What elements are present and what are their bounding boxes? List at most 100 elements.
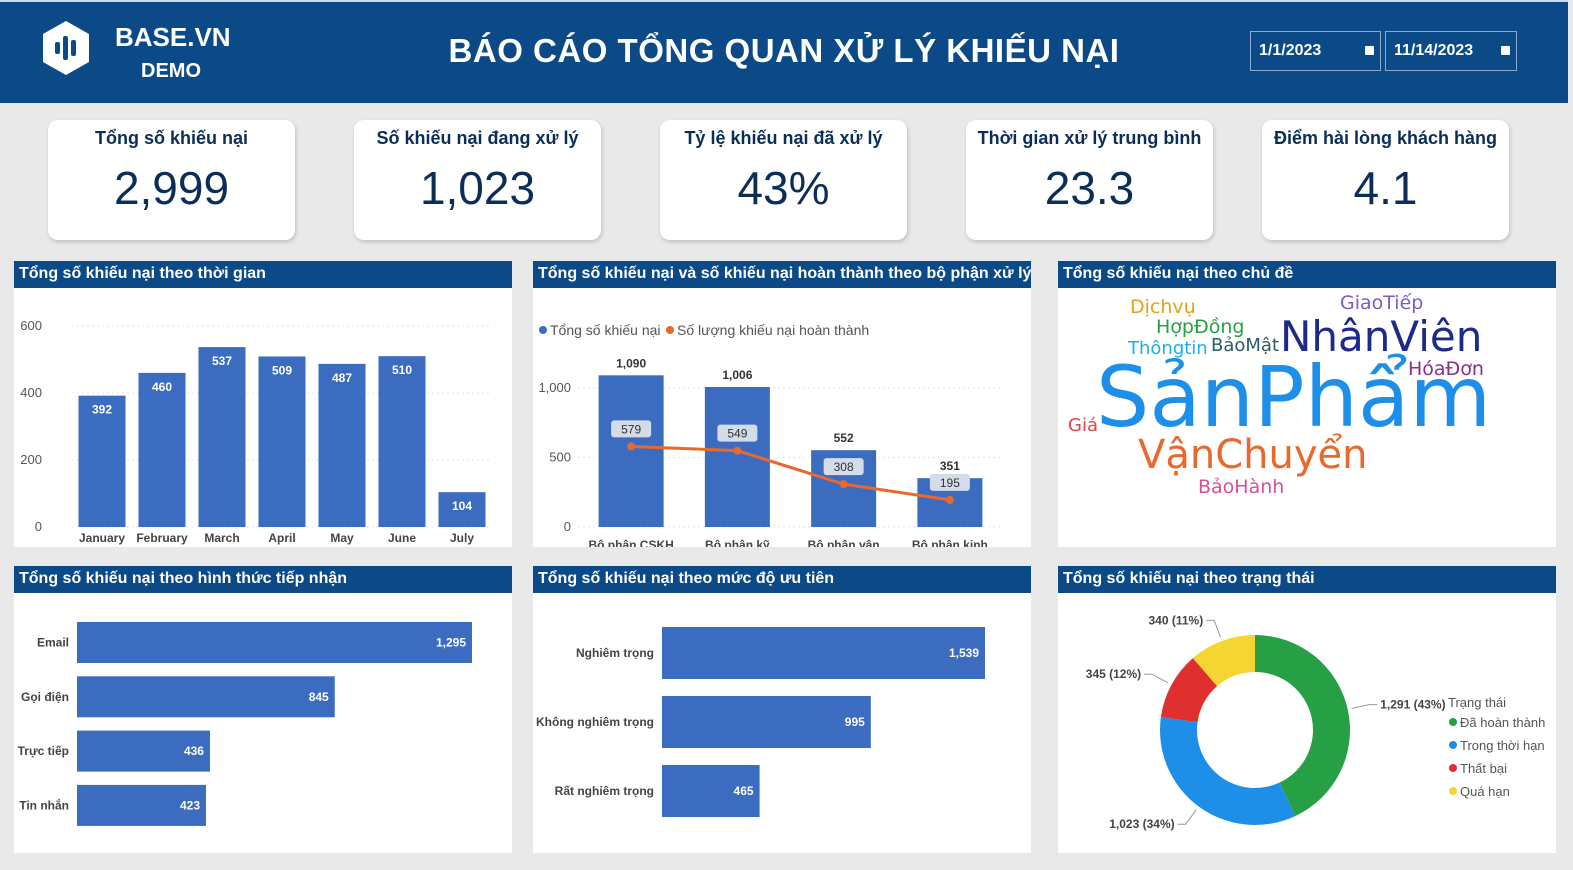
channel-hbar-chart: 1,295 Email 845 Gọi điện 436 Trực tiếp 423 Tin … (18, 622, 472, 826)
y-tick-label: 500 (549, 449, 571, 464)
series-line (631, 444, 951, 502)
kpi-value: 2,999 (113, 162, 230, 214)
legend-title: Trạng thái (1448, 695, 1506, 710)
y-tick-label: 0 (564, 519, 571, 534)
kpi-card-total: Tổng số khiếu nại 2,999 (48, 120, 295, 240)
bar (138, 372, 186, 527)
data-label: 487 (332, 371, 352, 385)
panel-complaints-by-department: Tổng số khiếu nại và số khiếu nại hoàn t… (533, 261, 1031, 568)
panel-title: Tổng số khiếu nại theo hình thức tiếp nh… (14, 566, 512, 593)
y-tick-label: Rất nghiêm trọng (555, 784, 654, 798)
panel-title: Tổng số khiếu nại theo chủ đề (1058, 261, 1556, 288)
kpi-label: Điểm hài lòng khách hàng (1273, 128, 1498, 148)
word-giaotiep: GiaoTiếp (1340, 292, 1424, 314)
x-tick-label: July (450, 531, 474, 545)
y-tick-label: Nghiêm trọng (576, 646, 654, 660)
bar (378, 356, 426, 527)
y-tick-label: 0 (35, 519, 42, 534)
priority-hbar-chart: 1,539 Nghiêm trọng 995 Không nghiêm trọng 46… (536, 627, 985, 817)
bar (318, 363, 366, 527)
data-label: 460 (152, 380, 172, 394)
x-tick-label: February (136, 531, 188, 545)
series-point (839, 480, 848, 489)
data-label: 1,539 (949, 646, 979, 660)
data-label: 995 (845, 715, 865, 729)
kpi-value: 23.3 (1044, 162, 1135, 214)
data-label: 423 (180, 798, 200, 812)
data-label: 510 (392, 363, 412, 377)
header-bar: BASE.VN DEMO BÁO CÁO TỔNG QUAN XỬ LÝ KHI… (0, 0, 1568, 103)
data-label: 1,006 (722, 368, 752, 382)
y-tick-label: 200 (20, 452, 42, 467)
data-label-box (717, 424, 758, 442)
y-tick-label: Tin nhắn (19, 797, 69, 812)
calendar-icon[interactable] (1501, 46, 1510, 55)
date-from-value: 1/1/2023 (1259, 42, 1322, 59)
legend-label: Trong thời hạn (1460, 738, 1545, 753)
legend-marker (1449, 718, 1457, 726)
x-tick-label: Bộ phận kỹ (705, 538, 770, 547)
x-tick-label: June (388, 531, 416, 545)
y-tick-label: 400 (20, 385, 42, 400)
x-tick-label: Bộ phận vận (808, 538, 880, 547)
date-to-picker[interactable]: 11/14/2023 (1385, 31, 1517, 71)
panel-complaints-by-status: Tổng số khiếu nại theo trạng thái 1,291 … (1058, 566, 1556, 853)
data-label: 351 (940, 459, 960, 473)
panel-title: Tổng số khiếu nại và số khiếu nại hoàn t… (533, 261, 1031, 288)
legend-marker (539, 326, 547, 334)
data-label: 345 (12%) (1086, 667, 1141, 681)
kpi-label: Số khiếu nại đang xử lý (376, 128, 579, 148)
kpi-label: Thời gian xử lý trung bình (977, 128, 1202, 148)
legend-marker (1449, 764, 1457, 772)
kpi-value: 4.1 (1353, 162, 1418, 214)
data-label: 552 (834, 431, 854, 445)
word-gia: Giá (1068, 415, 1098, 436)
donut-slice (1255, 635, 1350, 817)
y-tick-label: Gọi điện (21, 690, 69, 704)
kpi-card-satisfaction: Điểm hài lòng khách hàng 4.1 (1262, 120, 1509, 240)
legend-label: Đã hoàn thành (1460, 715, 1545, 730)
legend-marker (1449, 787, 1457, 795)
data-label: 195 (940, 476, 960, 490)
department-combo-chart: Tổng số khiếu nại Số lượng khiếu nại hoàn… (538, 322, 1003, 568)
legend-label: Số lượng khiếu nại hoàn thành (677, 322, 869, 338)
bar (258, 356, 306, 527)
donut-slice (1160, 658, 1218, 723)
bar (77, 730, 210, 772)
data-label: 465 (734, 784, 754, 798)
x-tick-label: Bộ phận CSKH (588, 538, 673, 547)
page-title: BÁO CÁO TỔNG QUAN XỬ LÝ KHIẾU NẠI (448, 32, 1120, 69)
kpi-card-avg-time: Thời gian xử lý trung bình 23.3 (966, 120, 1213, 240)
panel-complaints-by-topic: Tổng số khiếu nại theo chủ đề SảnPhẩm Nh… (1058, 261, 1556, 547)
donut-slice (1160, 717, 1296, 825)
word-nhanvien: NhânViên (1280, 312, 1483, 361)
series-point (627, 442, 636, 451)
y-tick-label: Trực tiếp (18, 744, 69, 758)
bar (78, 395, 126, 527)
leader-line (1351, 704, 1378, 710)
bar (77, 622, 472, 663)
y-tick-label: Không nghiêm trọng (536, 715, 654, 729)
word-baohanh: BảoHành (1198, 476, 1285, 498)
bar (198, 347, 246, 527)
word-vanchuyen: VậnChuyển (1138, 432, 1368, 478)
kpi-card-in-progress: Số khiếu nại đang xử lý 1,023 (354, 120, 601, 240)
panel-complaints-by-channel: Tổng số khiếu nại theo hình thức tiếp nh… (14, 566, 512, 853)
legend-label: Tổng số khiếu nại (550, 322, 661, 338)
leader-line (1206, 619, 1221, 638)
bar (77, 676, 335, 718)
data-label: 104 (452, 499, 472, 513)
x-tick-label: March (204, 531, 239, 545)
date-to-value: 11/14/2023 (1394, 42, 1474, 59)
calendar-icon[interactable] (1365, 46, 1374, 55)
brand-name: BASE.VN (115, 22, 231, 52)
date-from-picker[interactable]: 1/1/2023 (1250, 31, 1381, 71)
data-label-box (929, 473, 970, 491)
panel-title: Tổng số khiếu nại theo trạng thái (1058, 566, 1556, 593)
kpi-card-resolved-rate: Tỷ lệ khiếu nại đã xử lý 43% (660, 120, 907, 240)
data-label: 845 (309, 690, 329, 704)
panel-title: Tổng số khiếu nại theo thời gian (14, 261, 512, 288)
x-tick-label: Bộ phận kinh (912, 538, 988, 547)
data-label: 1,291 (43%) (1380, 698, 1445, 712)
data-label: 436 (184, 744, 204, 758)
